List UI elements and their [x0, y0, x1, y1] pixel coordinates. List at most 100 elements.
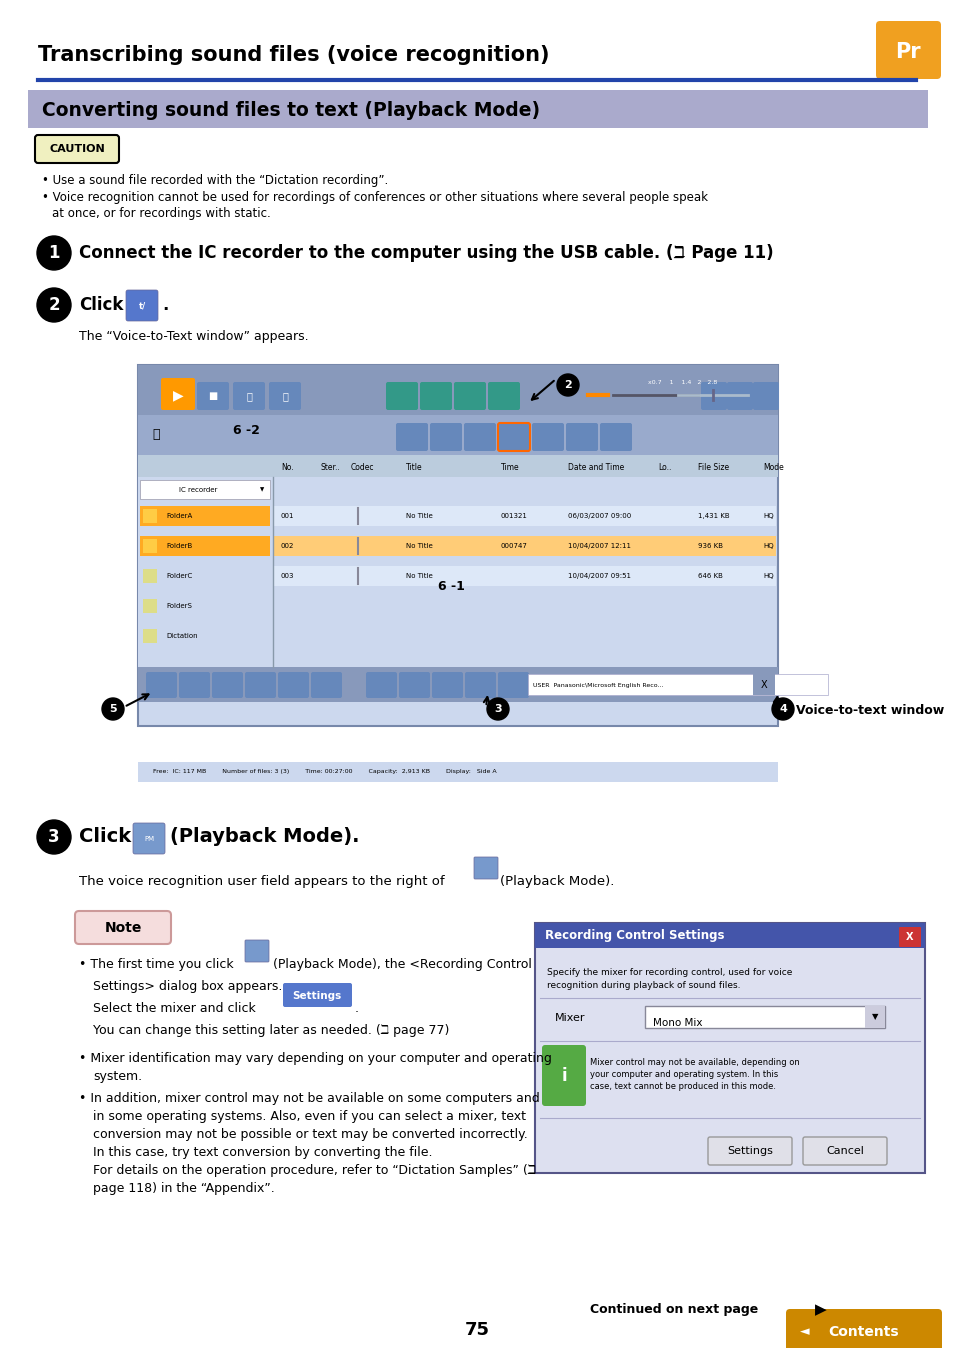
Text: ▼: ▼: [259, 488, 264, 492]
FancyBboxPatch shape: [700, 381, 726, 410]
FancyBboxPatch shape: [535, 923, 924, 1173]
FancyBboxPatch shape: [138, 415, 778, 456]
Text: USER  Panasonic\Microsoft English Reco...: USER Panasonic\Microsoft English Reco...: [533, 682, 662, 687]
Text: Ster..: Ster..: [320, 462, 340, 472]
Text: 000747: 000747: [500, 543, 527, 549]
Text: Transcribing sound files (voice recognition): Transcribing sound files (voice recognit…: [38, 44, 549, 65]
Text: 2: 2: [49, 297, 60, 314]
FancyBboxPatch shape: [644, 1006, 884, 1029]
FancyBboxPatch shape: [143, 599, 157, 613]
FancyBboxPatch shape: [132, 824, 165, 855]
Text: CAUTION: CAUTION: [49, 144, 105, 154]
Text: 3: 3: [494, 704, 501, 714]
Text: 002: 002: [281, 543, 294, 549]
Text: 936 KB: 936 KB: [698, 543, 722, 549]
FancyBboxPatch shape: [527, 674, 827, 696]
FancyBboxPatch shape: [430, 423, 461, 452]
Text: The voice recognition user field appears to the right of: The voice recognition user field appears…: [79, 875, 444, 888]
FancyBboxPatch shape: [419, 381, 452, 410]
FancyBboxPatch shape: [179, 673, 210, 698]
Circle shape: [771, 698, 793, 720]
Text: at once, or for recordings with static.: at once, or for recordings with static.: [52, 208, 271, 220]
FancyBboxPatch shape: [233, 381, 265, 410]
Text: HQ: HQ: [762, 514, 773, 519]
Text: For details on the operation procedure, refer to “Dictation Samples” (ℶ: For details on the operation procedure, …: [92, 1165, 536, 1177]
Text: • Voice recognition cannot be used for recordings of conferences or other situat: • Voice recognition cannot be used for r…: [42, 191, 707, 204]
FancyBboxPatch shape: [785, 1309, 941, 1348]
Text: page 118) in the “Appendix”.: page 118) in the “Appendix”.: [92, 1182, 274, 1194]
FancyBboxPatch shape: [752, 674, 774, 696]
FancyBboxPatch shape: [726, 381, 752, 410]
FancyBboxPatch shape: [565, 423, 598, 452]
Text: Mono Mix: Mono Mix: [652, 1018, 701, 1029]
Text: Converting sound files to text (Playback Mode): Converting sound files to text (Playback…: [42, 101, 539, 120]
FancyBboxPatch shape: [283, 983, 352, 1007]
Text: Settings> dialog box appears.: Settings> dialog box appears.: [92, 980, 282, 993]
Text: Lo..: Lo..: [658, 462, 671, 472]
Text: 6 -1: 6 -1: [437, 581, 464, 593]
FancyBboxPatch shape: [269, 381, 301, 410]
FancyBboxPatch shape: [212, 673, 243, 698]
FancyBboxPatch shape: [532, 423, 563, 452]
FancyBboxPatch shape: [161, 377, 194, 410]
Text: Click: Click: [79, 297, 123, 314]
Text: Mixer control may not be available, depending on: Mixer control may not be available, depe…: [589, 1058, 799, 1068]
FancyBboxPatch shape: [311, 673, 341, 698]
FancyBboxPatch shape: [497, 423, 530, 452]
FancyBboxPatch shape: [143, 630, 157, 643]
FancyBboxPatch shape: [75, 911, 171, 944]
FancyBboxPatch shape: [398, 673, 430, 698]
FancyBboxPatch shape: [875, 22, 940, 80]
Text: Settings: Settings: [292, 991, 341, 1002]
Circle shape: [486, 698, 509, 720]
FancyBboxPatch shape: [138, 667, 778, 702]
FancyBboxPatch shape: [277, 673, 309, 698]
Text: No Title: No Title: [406, 573, 433, 580]
FancyBboxPatch shape: [143, 539, 157, 553]
Text: 🔍: 🔍: [152, 429, 159, 442]
Text: t/: t/: [138, 302, 146, 310]
Text: Date and Time: Date and Time: [567, 462, 623, 472]
FancyBboxPatch shape: [464, 673, 496, 698]
FancyBboxPatch shape: [138, 456, 778, 477]
Text: .: .: [355, 1002, 358, 1015]
Text: 001321: 001321: [500, 514, 527, 519]
FancyBboxPatch shape: [488, 381, 519, 410]
FancyBboxPatch shape: [140, 566, 270, 586]
Text: IC recorder: IC recorder: [178, 487, 217, 493]
FancyBboxPatch shape: [143, 569, 157, 582]
Text: FolderB: FolderB: [166, 543, 193, 549]
Text: HQ: HQ: [762, 573, 773, 580]
Text: Specify the mixer for recording control, used for voice: Specify the mixer for recording control,…: [546, 968, 792, 977]
Text: system.: system.: [92, 1070, 142, 1082]
Text: • The first time you click: • The first time you click: [79, 958, 233, 971]
FancyBboxPatch shape: [138, 762, 778, 782]
Text: FolderS: FolderS: [166, 603, 192, 609]
FancyBboxPatch shape: [138, 365, 778, 727]
Text: Contents: Contents: [828, 1325, 899, 1339]
Text: Select the mixer and click: Select the mixer and click: [92, 1002, 255, 1015]
Text: .: .: [162, 297, 168, 314]
Circle shape: [37, 820, 71, 855]
Text: 1,431 KB: 1,431 KB: [698, 514, 729, 519]
FancyBboxPatch shape: [497, 673, 529, 698]
FancyBboxPatch shape: [432, 673, 462, 698]
FancyBboxPatch shape: [395, 423, 428, 452]
FancyBboxPatch shape: [196, 381, 229, 410]
Text: No.: No.: [281, 462, 294, 472]
Text: PM: PM: [144, 836, 153, 842]
Text: In this case, try text conversion by converting the file.: In this case, try text conversion by con…: [92, 1146, 432, 1159]
Text: 5: 5: [109, 704, 116, 714]
FancyBboxPatch shape: [454, 381, 485, 410]
Text: FolderC: FolderC: [166, 573, 193, 580]
FancyBboxPatch shape: [245, 940, 269, 962]
Text: The “Voice-to-Text window” appears.: The “Voice-to-Text window” appears.: [79, 330, 309, 342]
Text: your computer and operating system. In this: your computer and operating system. In t…: [589, 1070, 778, 1078]
Circle shape: [37, 236, 71, 270]
Text: 646 KB: 646 KB: [698, 573, 722, 580]
FancyBboxPatch shape: [474, 857, 497, 879]
Text: • Mixer identification may vary depending on your computer and operating: • Mixer identification may vary dependin…: [79, 1051, 551, 1065]
Text: 1: 1: [49, 244, 60, 262]
Circle shape: [557, 373, 578, 396]
Text: No Title: No Title: [406, 514, 433, 519]
